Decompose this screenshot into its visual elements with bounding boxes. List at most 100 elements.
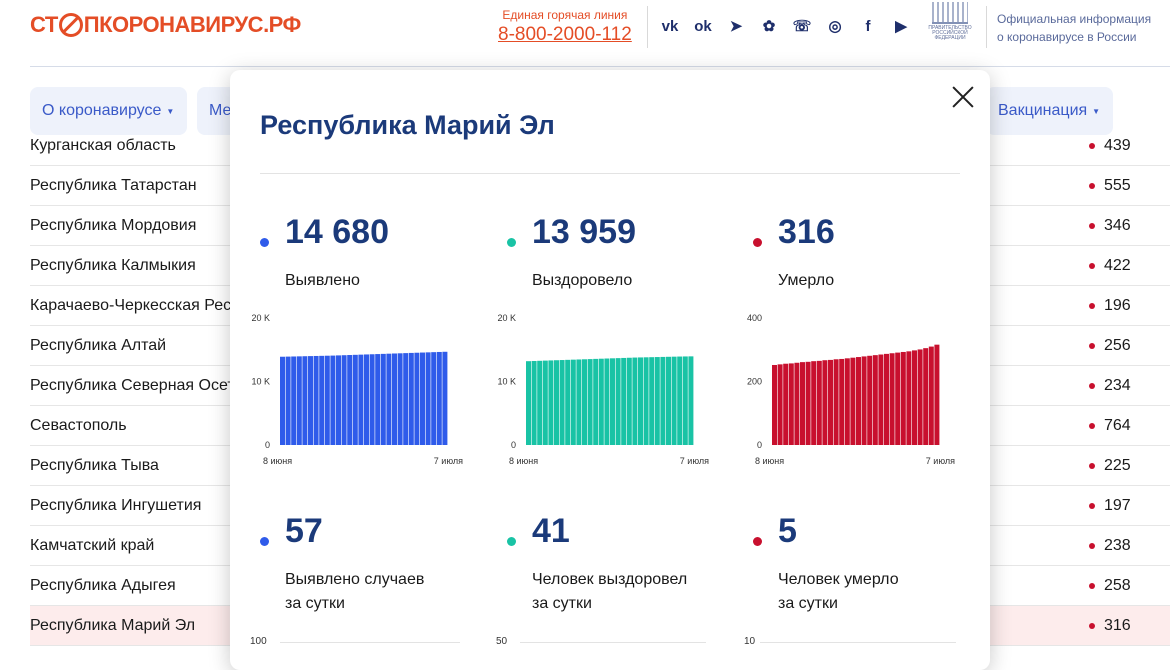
chart-bar[interactable] bbox=[526, 361, 531, 445]
chart-bar[interactable] bbox=[308, 356, 313, 445]
chart-bar[interactable] bbox=[347, 355, 353, 445]
viber-icon[interactable]: ✿ bbox=[762, 18, 776, 35]
chart-bar[interactable] bbox=[593, 358, 599, 445]
chart-bar[interactable] bbox=[352, 354, 358, 445]
chart-bar[interactable] bbox=[856, 357, 861, 445]
chart-bar[interactable] bbox=[643, 357, 649, 445]
chart-bar[interactable] bbox=[688, 356, 694, 445]
chart-bar[interactable] bbox=[671, 356, 677, 445]
chart-bar[interactable] bbox=[889, 353, 895, 445]
chart-bar[interactable] bbox=[777, 364, 783, 445]
chart-bar[interactable] bbox=[928, 346, 934, 445]
chart-bar[interactable] bbox=[660, 356, 666, 445]
chart-bar[interactable] bbox=[285, 356, 291, 445]
chart-bar[interactable] bbox=[369, 354, 375, 445]
chart-bar[interactable] bbox=[615, 358, 621, 445]
chart-bar[interactable] bbox=[431, 352, 437, 445]
official-info-link[interactable]: Официальная информация о коронавирусе в … bbox=[997, 10, 1151, 46]
chart-bar[interactable] bbox=[861, 356, 867, 445]
vk-icon[interactable]: vk bbox=[661, 17, 679, 35]
chart-bar[interactable] bbox=[867, 355, 873, 445]
chart-bar[interactable] bbox=[319, 355, 325, 445]
chart-bar[interactable] bbox=[397, 353, 403, 445]
hotline-number-link[interactable]: 8-800-2000-112 bbox=[498, 24, 632, 45]
chart-bar[interactable] bbox=[380, 353, 386, 445]
chart-bar[interactable] bbox=[531, 360, 537, 445]
chart-bar[interactable] bbox=[666, 356, 671, 445]
chart-bar[interactable] bbox=[324, 355, 330, 445]
chart-bar[interactable] bbox=[828, 359, 833, 445]
site-logo[interactable]: СТ ПКОРОНАВИРУС.РФ bbox=[30, 12, 301, 38]
chart-bar[interactable] bbox=[895, 352, 901, 445]
chart-bar[interactable] bbox=[364, 354, 369, 445]
chart-bar[interactable] bbox=[632, 357, 638, 445]
nav-vaccination[interactable]: Вакцинация ▼ bbox=[986, 87, 1113, 135]
chart-bar[interactable] bbox=[654, 357, 660, 445]
chart-bar[interactable] bbox=[884, 353, 889, 445]
instagram-icon[interactable]: ◎ bbox=[828, 18, 842, 35]
chart-bar[interactable] bbox=[906, 351, 912, 445]
youtube-icon[interactable]: ▶ bbox=[895, 18, 907, 35]
chart-bar[interactable] bbox=[548, 360, 554, 445]
chart-bar[interactable] bbox=[677, 356, 683, 445]
chart-bar[interactable] bbox=[291, 356, 297, 445]
chart-bar[interactable] bbox=[682, 356, 688, 445]
chart-bar[interactable] bbox=[425, 352, 431, 445]
chart-bar[interactable] bbox=[844, 358, 850, 445]
chart-bar[interactable] bbox=[408, 352, 414, 445]
chart-bar[interactable] bbox=[358, 354, 364, 445]
chart-bar[interactable] bbox=[280, 356, 285, 445]
chart-bar[interactable] bbox=[872, 355, 878, 445]
chart-bar[interactable] bbox=[621, 357, 627, 445]
viber-phone-icon[interactable]: ☏ bbox=[792, 18, 812, 35]
chart-bar[interactable] bbox=[375, 354, 381, 445]
chart-bar[interactable] bbox=[392, 353, 397, 445]
chart-bar[interactable] bbox=[436, 351, 442, 445]
chart-bar[interactable] bbox=[772, 364, 777, 445]
chart-bar[interactable] bbox=[403, 353, 409, 445]
chart-bar[interactable] bbox=[917, 349, 923, 445]
chart-bar[interactable] bbox=[934, 344, 940, 445]
chart-bar[interactable] bbox=[805, 361, 811, 445]
chart-bar[interactable] bbox=[554, 360, 559, 445]
chart-bar[interactable] bbox=[878, 354, 884, 445]
chart-bar[interactable] bbox=[626, 357, 632, 445]
chart-bar[interactable] bbox=[565, 359, 571, 445]
chart-bar[interactable] bbox=[638, 357, 643, 445]
chart-bar[interactable] bbox=[800, 362, 805, 445]
chart-bar[interactable] bbox=[559, 360, 565, 445]
facebook-icon[interactable]: f bbox=[865, 17, 871, 35]
odnoklassniki-icon[interactable]: ok bbox=[694, 17, 712, 35]
nav-about-coronavirus[interactable]: О коронавирусе ▼ bbox=[30, 87, 187, 135]
chart-bar[interactable] bbox=[788, 363, 794, 445]
chart-bar[interactable] bbox=[576, 359, 582, 445]
chart-bar[interactable] bbox=[302, 356, 308, 445]
chart-bar[interactable] bbox=[923, 348, 929, 445]
chart-bar[interactable] bbox=[386, 353, 392, 445]
chart-bar[interactable] bbox=[330, 355, 336, 445]
chart-bar[interactable] bbox=[570, 359, 576, 445]
chart-bar[interactable] bbox=[414, 352, 420, 445]
chart-bar[interactable] bbox=[833, 359, 839, 445]
telegram-icon[interactable]: ➤ bbox=[729, 18, 743, 35]
chart-bar[interactable] bbox=[341, 355, 347, 445]
chart-bar[interactable] bbox=[794, 362, 800, 445]
chart-bar[interactable] bbox=[587, 359, 593, 445]
chart-bar[interactable] bbox=[598, 358, 604, 445]
chart-bar[interactable] bbox=[649, 357, 655, 445]
chart-bar[interactable] bbox=[336, 355, 341, 445]
chart-bar[interactable] bbox=[811, 361, 817, 445]
chart-bar[interactable] bbox=[900, 351, 906, 445]
chart-bar[interactable] bbox=[850, 357, 856, 445]
government-emblem[interactable]: ПРАВИТЕЛЬСТВО РОССИЙСКОЙ ФЕДЕРАЦИИ bbox=[922, 2, 978, 50]
chart-bar[interactable] bbox=[542, 360, 548, 445]
close-icon[interactable] bbox=[950, 84, 976, 110]
chart-bar[interactable] bbox=[912, 350, 917, 445]
chart-bar[interactable] bbox=[816, 360, 822, 445]
chart-bar[interactable] bbox=[604, 358, 610, 445]
chart-bar[interactable] bbox=[313, 355, 319, 445]
chart-bar[interactable] bbox=[783, 363, 789, 445]
chart-bar[interactable] bbox=[537, 360, 543, 445]
chart-bar[interactable] bbox=[296, 356, 302, 445]
chart-bar[interactable] bbox=[582, 359, 587, 445]
